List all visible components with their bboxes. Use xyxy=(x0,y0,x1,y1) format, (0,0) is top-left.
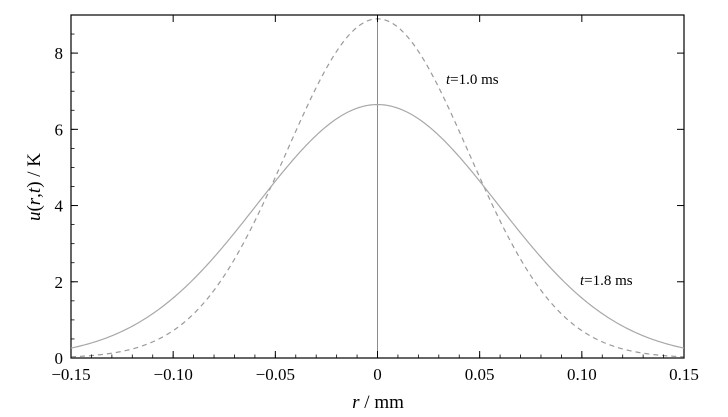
x-tick-label: −0.10 xyxy=(153,365,192,384)
annotation-2: t=1.8 ms xyxy=(580,273,633,289)
x-tick-label: 0.10 xyxy=(567,365,597,384)
x-tick-label: 0.15 xyxy=(669,365,699,384)
x-tick-label: −0.05 xyxy=(256,365,295,384)
x-tick-label: 0 xyxy=(373,365,382,384)
y-axis-label: u(r,t) / K xyxy=(24,153,45,221)
annotation-1: t=1.0 ms xyxy=(446,72,499,88)
y-tick-label: 0 xyxy=(55,349,64,368)
y-tick-label: 2 xyxy=(55,273,64,292)
series-line-2 xyxy=(70,103,685,349)
x-tick-label: 0.05 xyxy=(465,365,495,384)
x-tick-label: −0.15 xyxy=(51,365,90,384)
x-axis-label: r / mm xyxy=(352,392,404,413)
ticks-layer: −0.15 −0.10 −0.05 0 0.05 0.10 0.15 0 2 4 6 8 xyxy=(51,14,699,384)
annotation-layer: t=1.0 ms t=1.8 ms xyxy=(446,72,633,289)
y-tick-label: 4 xyxy=(55,197,64,216)
y-tick-label: 8 xyxy=(55,44,64,63)
y-tick-label: 6 xyxy=(55,120,64,139)
